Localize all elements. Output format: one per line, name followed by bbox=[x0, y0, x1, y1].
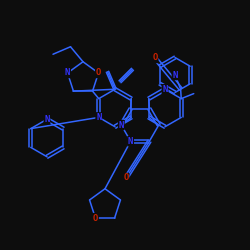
Text: N: N bbox=[162, 85, 168, 94]
Text: N: N bbox=[96, 113, 102, 122]
Text: O: O bbox=[93, 214, 98, 223]
Text: O: O bbox=[152, 54, 158, 62]
Text: N: N bbox=[65, 68, 70, 78]
Text: N: N bbox=[172, 70, 178, 80]
Text: O: O bbox=[123, 174, 129, 182]
Text: N: N bbox=[44, 115, 50, 124]
Text: O: O bbox=[96, 68, 101, 78]
Text: N: N bbox=[118, 120, 124, 130]
Text: N: N bbox=[128, 137, 133, 146]
